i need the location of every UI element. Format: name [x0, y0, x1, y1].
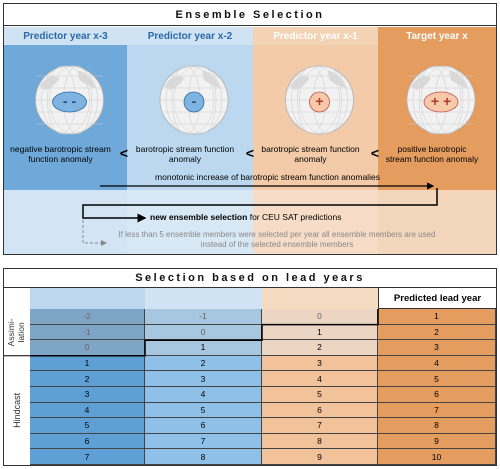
table-cell: 2	[262, 340, 378, 356]
table-cell: -2	[30, 309, 145, 325]
comparator: <	[119, 145, 129, 161]
assimilation-label-line: lation	[16, 322, 26, 343]
selection-bold: new ensemble selection	[150, 212, 248, 222]
predicted-header: Predicted lead year	[378, 288, 496, 309]
meridian	[35, 65, 104, 135]
table-cell: 6	[145, 418, 262, 434]
anomaly	[52, 91, 87, 113]
table-cell: 2	[145, 355, 262, 372]
table-cell: 5	[378, 371, 496, 387]
bottom-title: Selection based on lead years	[4, 269, 496, 288]
table-cell: 7	[30, 449, 145, 465]
description: barotropic stream function anomaly	[261, 144, 360, 164]
anomaly-sign: -	[192, 93, 197, 109]
meridian	[406, 65, 476, 135]
fallback-arrow	[82, 220, 107, 246]
selection-arrow	[82, 188, 438, 223]
bottom-panel	[3, 268, 497, 466]
land	[39, 70, 96, 90]
table-cell: 4	[30, 402, 145, 419]
table-cell: 5	[30, 418, 145, 434]
meridian	[49, 65, 98, 135]
table-cell: 4	[145, 387, 262, 403]
table-cell: 1	[145, 340, 262, 356]
meridian	[173, 65, 223, 135]
globe: +	[285, 65, 354, 135]
land	[164, 70, 220, 90]
table-cell: 8	[378, 418, 496, 434]
description: negative barotropic stream function anom…	[10, 144, 111, 164]
table-cell: 3	[30, 387, 145, 403]
globe: + +	[406, 65, 476, 135]
column-bg	[30, 288, 145, 309]
column-lower	[253, 190, 378, 254]
table-cell: 1	[262, 324, 378, 341]
top-title: Ensemble Selection	[4, 4, 496, 26]
column-header: Predictor year x-1	[253, 27, 378, 45]
anomaly-sign: - -	[63, 93, 77, 109]
table-cell: 5	[145, 402, 262, 419]
table-cell: 10	[378, 449, 496, 465]
meridian	[420, 65, 470, 135]
table-cell: 7	[378, 402, 496, 419]
table-cell: 1	[378, 309, 496, 325]
meridian	[285, 65, 354, 135]
column-header: Target year x	[378, 27, 496, 45]
table-cell: 7	[145, 433, 262, 450]
assimilation-boundary	[30, 309, 379, 357]
comparator: <	[245, 145, 255, 161]
assimilation-label: Assimi-lation	[6, 318, 26, 346]
table-cell: -1	[145, 309, 262, 325]
table-cell: 8	[145, 449, 262, 465]
table-cell: 5	[262, 387, 378, 403]
table-cell: 6	[378, 387, 496, 403]
description: barotropic stream function anomaly	[135, 144, 235, 164]
globe: - -	[35, 65, 104, 135]
column-lower	[127, 190, 253, 254]
globe: -	[159, 65, 229, 135]
table-cell: 9	[262, 449, 378, 465]
comparator: <	[370, 145, 380, 161]
meridian	[299, 65, 348, 135]
anomaly	[423, 91, 459, 113]
table-cell: 7	[262, 418, 378, 434]
assimilation-label-line: Assimi-	[6, 318, 16, 346]
table-cell: 3	[262, 355, 378, 372]
selection: new ensemble selection for CEU SAT predi…	[150, 212, 390, 224]
land	[411, 70, 467, 90]
trend-label: monotonic increase of barotropic stream …	[155, 172, 380, 182]
table-cell: 3	[145, 371, 262, 387]
table-cell: 2	[30, 371, 145, 387]
table-cell: 3	[378, 340, 496, 356]
table-cell: 6	[30, 433, 145, 450]
description: positive barotropic stream function anom…	[385, 144, 479, 164]
anomaly	[183, 91, 205, 113]
column-bg	[262, 288, 378, 309]
column-header: Predictor year x-3	[4, 27, 127, 45]
meridian	[159, 65, 229, 135]
hindcast-label: Hindcast	[12, 392, 22, 428]
anomaly-sign: +	[315, 93, 323, 109]
land	[289, 70, 346, 90]
table-cell: 6	[262, 402, 378, 419]
note: If less than 5 ensemble members were sel…	[118, 230, 436, 249]
top-panel	[3, 3, 497, 255]
left-bg	[4, 269, 30, 465]
table-cell: 1	[30, 355, 145, 372]
table-cell: 4	[378, 355, 496, 372]
table-cell: 8	[262, 433, 378, 450]
table-cell: 4	[262, 371, 378, 387]
column-header: Predictor year x-2	[127, 27, 253, 45]
anomaly-sign: + +	[431, 93, 451, 109]
table-cell: -1	[30, 324, 145, 341]
selection-rest: for CEU SAT predictions	[249, 212, 342, 222]
column-bg	[145, 288, 262, 309]
table-cell: 2	[378, 324, 496, 341]
table-cell: 9	[378, 433, 496, 450]
anomaly	[309, 91, 330, 113]
